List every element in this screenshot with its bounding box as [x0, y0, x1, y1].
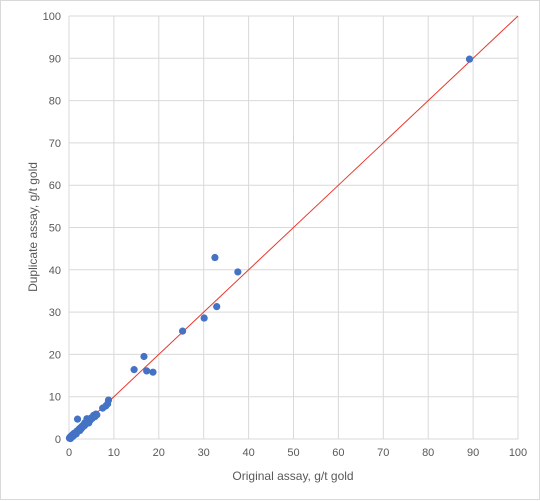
y-tick-label: 10 [49, 392, 61, 404]
x-tick-label: 20 [153, 447, 165, 459]
y-tick-label: 80 [49, 96, 61, 108]
data-point [213, 303, 221, 311]
y-axis-title: Duplicate assay, g/t gold [26, 162, 40, 292]
x-tick-label: 30 [198, 447, 210, 459]
tick-labels: 0 10 20 30 40 50 60 70 80 90 100 0 10 20 30 40 50 60 70 80 9… [43, 11, 528, 459]
x-tick-label: 10 [108, 447, 120, 459]
y-tick-label: 40 [49, 265, 61, 277]
y-tick-label: 90 [49, 53, 61, 65]
data-point [104, 396, 113, 404]
data-point [211, 253, 219, 262]
y-tick-label: 70 [49, 138, 61, 150]
x-tick-label: 80 [422, 447, 434, 459]
x-tick-label: 40 [242, 447, 254, 459]
data-point [73, 415, 82, 423]
data-point [130, 366, 138, 374]
x-axis-title: Original assay, g/t gold [232, 469, 353, 483]
data-point [178, 327, 187, 335]
data-point [465, 55, 474, 63]
data-point [143, 367, 151, 375]
y-tick-label: 0 [55, 434, 61, 446]
gridlines [68, 15, 519, 440]
y-tick-label: 60 [49, 180, 61, 192]
data-point [200, 314, 208, 322]
data-point [140, 352, 148, 361]
data-point [149, 368, 157, 376]
y-tick-label: 100 [43, 11, 61, 23]
x-tick-label: 100 [509, 447, 527, 459]
reference-line-group [68, 15, 519, 440]
y-tick-label: 50 [49, 223, 61, 235]
x-tick-label: 60 [332, 447, 344, 459]
x-tick-label: 70 [377, 447, 389, 459]
y-tick-label: 20 [49, 349, 61, 361]
data-point [234, 268, 242, 276]
x-tick-label: 0 [66, 447, 72, 459]
x-tick-label: 50 [287, 447, 299, 459]
reference-line [68, 15, 519, 440]
data-points [65, 55, 474, 443]
x-tick-label: 90 [467, 447, 479, 459]
y-tick-label: 30 [49, 307, 61, 319]
data-point [93, 411, 101, 419]
